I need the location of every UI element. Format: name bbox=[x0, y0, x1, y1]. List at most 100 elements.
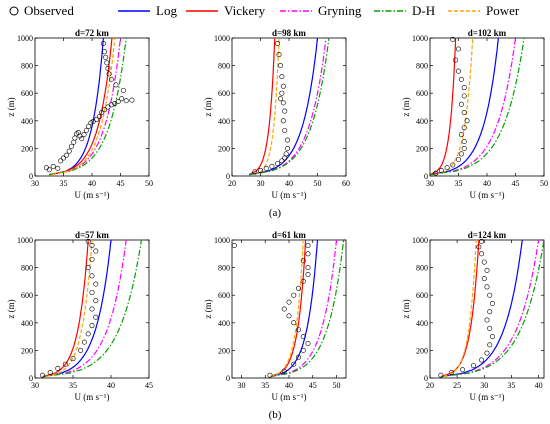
observed-point bbox=[280, 118, 286, 124]
x-tick-label: 30 bbox=[238, 381, 246, 390]
series-line-gryning bbox=[429, 37, 517, 176]
y-tick-label: 1000 bbox=[17, 34, 33, 43]
x-tick-label: 40 bbox=[88, 179, 96, 188]
observed-point bbox=[438, 167, 444, 173]
y-tick-label: 0 bbox=[226, 374, 230, 383]
y-tick-label: 600 bbox=[218, 291, 230, 300]
y-tick-label: 0 bbox=[29, 374, 33, 383]
observed-point bbox=[455, 156, 461, 162]
x-tick-label: 25 bbox=[453, 381, 461, 390]
observed-point bbox=[40, 372, 46, 378]
series-line-log bbox=[248, 37, 319, 176]
observed-point bbox=[55, 165, 61, 171]
observed-point bbox=[450, 36, 456, 42]
observed-point bbox=[282, 127, 288, 133]
observed-point bbox=[285, 145, 291, 151]
series-line-dh bbox=[249, 37, 330, 176]
observed-point bbox=[275, 161, 281, 167]
observed-point bbox=[305, 251, 311, 257]
x-tick-label: 45 bbox=[145, 381, 153, 390]
y-tick-label: 800 bbox=[218, 264, 230, 273]
x-tick-label: 45 bbox=[512, 179, 520, 188]
observed-point bbox=[105, 65, 111, 71]
series-line-log bbox=[440, 239, 523, 378]
observed-point bbox=[455, 68, 461, 74]
y-tick-label: 800 bbox=[21, 264, 33, 273]
y-tick-label: 200 bbox=[416, 144, 428, 153]
plot-area bbox=[231, 37, 347, 177]
y-tick-label: 400 bbox=[218, 319, 230, 328]
legend: Observed Log Vickery Gryning D-H Power bbox=[9, 3, 520, 18]
observed-point bbox=[444, 165, 450, 171]
observed-point bbox=[267, 372, 273, 378]
y-tick-label: 400 bbox=[416, 319, 428, 328]
observed-point bbox=[89, 256, 95, 262]
observed-point bbox=[305, 243, 311, 249]
observed-point bbox=[78, 347, 84, 353]
observed-point bbox=[458, 101, 464, 107]
y-tick-label: 400 bbox=[416, 117, 428, 126]
row-label-b: (b) bbox=[269, 409, 282, 421]
observed-point bbox=[252, 169, 258, 175]
observed-point bbox=[277, 96, 283, 102]
series-line-gryning bbox=[440, 239, 540, 378]
observed-point bbox=[300, 278, 306, 284]
y-tick-label: 800 bbox=[21, 62, 33, 71]
observed-point bbox=[100, 41, 106, 47]
observed-point bbox=[283, 151, 289, 157]
observed-point bbox=[83, 127, 89, 133]
series-line-power bbox=[51, 37, 116, 176]
observed-point bbox=[300, 334, 306, 340]
observed-point bbox=[295, 327, 301, 333]
series-line-dh bbox=[440, 239, 545, 378]
y-tick-label: 600 bbox=[416, 291, 428, 300]
observed-point bbox=[81, 339, 87, 345]
x-tick-label: 35 bbox=[261, 381, 269, 390]
observed-point bbox=[70, 356, 76, 362]
observed-point bbox=[93, 281, 99, 287]
observed-point bbox=[295, 354, 301, 360]
legend-item-vickery: Vickery bbox=[186, 3, 266, 18]
series-line-power bbox=[254, 37, 280, 176]
x-axis-label: U (m s⁻¹) bbox=[470, 190, 505, 200]
y-tick-label: 800 bbox=[218, 62, 230, 71]
observed-point bbox=[453, 57, 459, 63]
x-axis-label: U (m s⁻¹) bbox=[272, 190, 307, 200]
legend-label-observed: Observed bbox=[24, 3, 74, 18]
series-line-gryning bbox=[249, 37, 327, 176]
chart-panel-4: 30 35 40 45 0 200 400 600 800 1000 d=57 km U (m s⁻¹… bbox=[6, 230, 153, 402]
legend-item-log: Log bbox=[118, 3, 177, 18]
observed-point bbox=[461, 93, 467, 99]
series-line-vickery bbox=[42, 239, 89, 378]
y-tick-label: 400 bbox=[218, 117, 230, 126]
y-tick-label: 200 bbox=[218, 346, 230, 355]
observed-point bbox=[305, 265, 311, 271]
x-axis-label: U (m s⁻¹) bbox=[470, 392, 505, 402]
y-tick-label: 400 bbox=[21, 117, 33, 126]
y-tick-label: 200 bbox=[218, 144, 230, 153]
observed-point bbox=[280, 83, 286, 89]
observed-point bbox=[62, 361, 68, 367]
observed-point bbox=[433, 170, 439, 176]
y-axis-label: z (m) bbox=[401, 299, 411, 318]
legend-item-power: Power bbox=[448, 3, 520, 18]
observed-point bbox=[93, 314, 99, 320]
y-tick-label: 600 bbox=[416, 89, 428, 98]
plot-area bbox=[34, 37, 150, 177]
panel-title: d=124 km bbox=[468, 230, 507, 240]
y-tick-label: 600 bbox=[218, 89, 230, 98]
observed-point bbox=[489, 300, 495, 306]
observed-point bbox=[455, 46, 461, 52]
observed-point bbox=[470, 363, 476, 369]
legend-label-vickery: Vickery bbox=[224, 3, 266, 18]
observed-point bbox=[93, 298, 99, 304]
observed-point bbox=[85, 238, 91, 244]
plot-area bbox=[34, 239, 150, 379]
observed-point bbox=[461, 145, 467, 151]
observed-point bbox=[85, 265, 91, 271]
observed-point bbox=[461, 110, 467, 116]
observed-point bbox=[89, 289, 95, 295]
y-tick-label: 200 bbox=[21, 346, 33, 355]
observed-point bbox=[291, 292, 297, 298]
